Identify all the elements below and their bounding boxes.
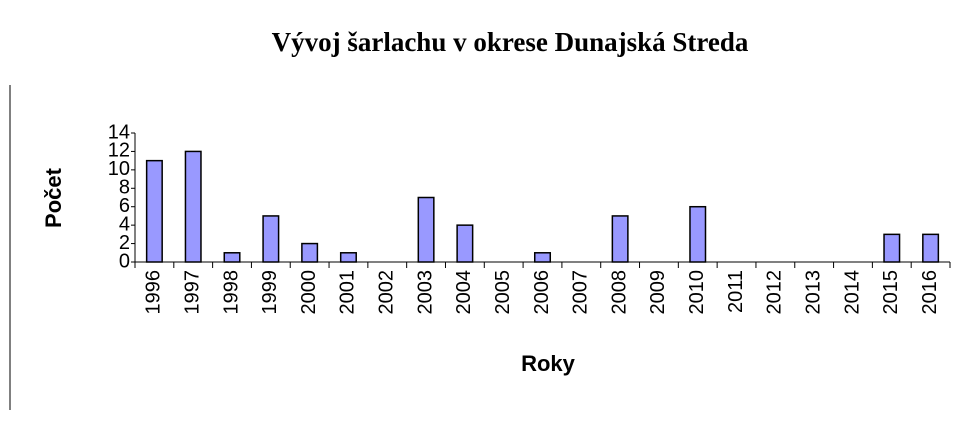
x-tick-label: 1997 (181, 270, 203, 315)
x-tick-label: 2003 (414, 270, 436, 315)
bar (611, 215, 629, 263)
x-axis-title: Roky (521, 351, 576, 376)
x-tick-label: 2008 (608, 270, 630, 315)
y-tick-label: 8 (119, 177, 130, 199)
x-tick-label: 2016 (919, 270, 941, 315)
x-tick-label: 1998 (220, 270, 242, 315)
bar (456, 224, 474, 263)
x-tick-label: 1999 (259, 270, 281, 315)
bar (301, 242, 319, 263)
bar (417, 196, 435, 263)
x-tick-label: 2011 (725, 270, 747, 313)
y-tick-label: 2 (119, 232, 130, 254)
chart-title: Vývoj šarlachu v okrese Dunajská Streda (272, 27, 749, 57)
bar (689, 205, 707, 263)
y-tick-label: 10 (108, 158, 130, 180)
y-tick-label: 12 (108, 140, 130, 162)
x-tick-label: 2012 (764, 270, 786, 315)
x-tick-label: 2010 (686, 270, 708, 315)
bar (533, 252, 552, 263)
x-tick-label: 1996 (143, 270, 165, 315)
x-tick-label: 2015 (880, 270, 902, 315)
x-tick-label: 2001 (337, 270, 359, 315)
x-tick-label: 2009 (647, 270, 669, 315)
bar (145, 159, 163, 263)
bar (883, 233, 901, 263)
bar (262, 215, 280, 263)
y-tick-label: 0 (119, 250, 130, 272)
bar (223, 252, 241, 263)
x-tick-label: 2006 (531, 270, 553, 315)
x-tick-label: 2007 (570, 270, 592, 315)
x-tick-label: 2000 (298, 270, 320, 315)
y-axis-title: Počet (41, 167, 66, 228)
bar (339, 252, 357, 263)
bar (922, 233, 940, 263)
x-tick-label: 2004 (453, 270, 475, 315)
y-tick-label: 4 (119, 213, 130, 235)
x-tick-label: 2014 (841, 270, 863, 315)
y-tick-label: 6 (119, 195, 130, 217)
x-tick-label: 2013 (802, 270, 824, 315)
y-tick-label: 14 (108, 121, 130, 143)
bar (184, 150, 202, 263)
x-tick-label: 2005 (492, 270, 514, 315)
x-tick-label: 2002 (376, 270, 398, 315)
